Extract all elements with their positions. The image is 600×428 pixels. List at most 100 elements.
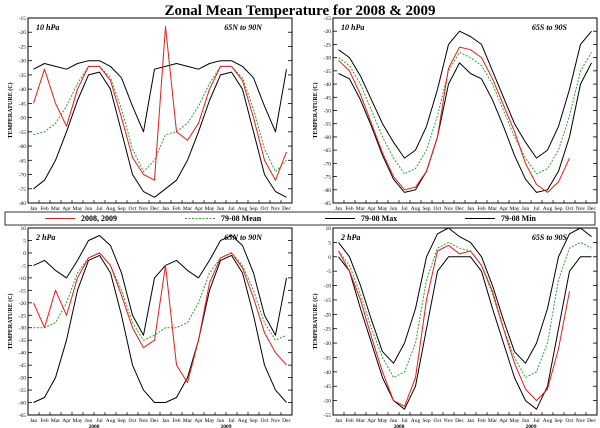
y-tick-label: 0 bbox=[23, 251, 26, 257]
y-tick-label: -75 bbox=[324, 175, 332, 181]
month-label: Jun bbox=[522, 206, 530, 212]
month-label: Jan bbox=[335, 206, 343, 212]
y-tick-label: -45 bbox=[324, 95, 332, 101]
month-label: Aug bbox=[411, 418, 421, 424]
y-tick-label: -35 bbox=[19, 338, 27, 344]
month-label: Feb bbox=[40, 206, 49, 212]
y-tick-label: 10 bbox=[326, 226, 332, 232]
month-label: Aug bbox=[543, 206, 553, 212]
y-tick-label: -50 bbox=[19, 116, 27, 122]
month-label: Dec bbox=[587, 206, 596, 212]
series-line-obs bbox=[338, 46, 570, 193]
month-label: Mar bbox=[488, 418, 497, 424]
month-label: Aug bbox=[238, 206, 248, 212]
y-tick-label: 10 bbox=[21, 226, 27, 232]
level-label: 10 hPa bbox=[36, 23, 59, 32]
y-tick-label: -85 bbox=[324, 201, 332, 207]
y-tick-label: -40 bbox=[19, 87, 27, 93]
month-label: Mar bbox=[51, 418, 60, 424]
y-tick-label: -45 bbox=[324, 384, 332, 390]
month-label: Sep bbox=[422, 418, 431, 424]
y-tick-label: -65 bbox=[324, 148, 332, 154]
month-label: Aug bbox=[411, 206, 421, 212]
month-label: Jul bbox=[228, 418, 235, 424]
month-label: Jul bbox=[228, 206, 235, 212]
series-line-mean bbox=[338, 51, 592, 175]
month-label: May bbox=[377, 206, 387, 212]
month-label: Oct bbox=[434, 206, 442, 212]
month-label: Apr bbox=[194, 418, 203, 424]
region-label: 65S to 90S bbox=[532, 233, 568, 242]
month-label: Sep bbox=[117, 418, 126, 424]
y-tick-label: -5 bbox=[21, 263, 26, 269]
month-label: Mar bbox=[183, 206, 192, 212]
month-label: Sep bbox=[249, 418, 258, 424]
y-tick-label: -60 bbox=[324, 135, 332, 141]
y-tick-label: -50 bbox=[19, 376, 27, 382]
series-line-obs bbox=[33, 252, 287, 384]
y-tick-label: -70 bbox=[324, 161, 332, 167]
plot-frame bbox=[27, 227, 293, 416]
month-label: Oct bbox=[261, 418, 269, 424]
month-label: Jul bbox=[96, 418, 103, 424]
series-line-min bbox=[33, 254, 287, 403]
y-tick-label: -40 bbox=[19, 351, 27, 357]
series-line-obs bbox=[33, 26, 287, 181]
month-label: Feb bbox=[172, 206, 181, 212]
y-tick-label: -15 bbox=[19, 288, 27, 294]
y-tick-label: -30 bbox=[324, 56, 332, 62]
month-label: Feb bbox=[172, 418, 181, 424]
month-label: Dec bbox=[455, 418, 464, 424]
month-label: Apr bbox=[499, 418, 508, 424]
month-label: Jun bbox=[390, 206, 398, 212]
legend-label-obs: 2008, 2009 bbox=[81, 214, 117, 223]
month-label: Aug bbox=[238, 418, 248, 424]
plot-frame bbox=[27, 17, 293, 204]
series-line-mean bbox=[338, 241, 592, 379]
y-tick-label: -70 bbox=[19, 173, 27, 179]
month-label: Mar bbox=[51, 206, 60, 212]
level-label: 10 hPa bbox=[341, 23, 364, 32]
year-label: 2009 bbox=[221, 424, 232, 428]
y-tick-label: -15 bbox=[324, 298, 332, 304]
y-tick-label: 5 bbox=[328, 240, 331, 246]
legend-label-mean: 79-08 Mean bbox=[221, 214, 262, 223]
month-label: Jun bbox=[522, 418, 530, 424]
month-label: Jun bbox=[217, 206, 225, 212]
y-tick-label: -20 bbox=[324, 312, 332, 318]
month-label: Sep bbox=[117, 206, 126, 212]
y-tick-label: -65 bbox=[19, 158, 27, 164]
level-label: 2 hPa bbox=[35, 233, 55, 242]
y-axis-label: TEMPERATURE (C) bbox=[312, 293, 319, 349]
y-tick-label: -5 bbox=[326, 269, 331, 275]
month-label: Nov bbox=[139, 206, 149, 212]
y-tick-label: -60 bbox=[19, 401, 27, 407]
month-label: Jul bbox=[401, 418, 408, 424]
year-label: 2008 bbox=[89, 424, 100, 428]
y-tick-label: -25 bbox=[324, 327, 332, 333]
month-label: Sep bbox=[249, 206, 258, 212]
month-label: Apr bbox=[367, 206, 376, 212]
panel-2: -65-60-55-50-45-40-35-30-25-20-15-10-505… bbox=[7, 226, 293, 428]
series-line-min bbox=[33, 71, 287, 198]
month-label: Jun bbox=[85, 418, 93, 424]
month-label: Jan bbox=[467, 418, 475, 424]
panel-0: -80 -75 -70 -65 -60 -55 -50 -45 -40 -35 -30 -25 -20 -… bbox=[7, 16, 293, 218]
y-tick-label: -55 bbox=[324, 122, 332, 128]
month-label: Oct bbox=[129, 418, 137, 424]
plot-frame bbox=[332, 17, 598, 204]
month-label: Jan bbox=[162, 418, 170, 424]
month-label: Jan bbox=[30, 418, 38, 424]
month-label: Aug bbox=[543, 418, 553, 424]
y-tick-label: -45 bbox=[19, 101, 27, 107]
y-tick-label: -30 bbox=[19, 59, 27, 65]
y-tick-label: -40 bbox=[324, 82, 332, 88]
month-label: Apr bbox=[194, 206, 203, 212]
panel-1: -85 -80 -75 -70 -65 -60 -55 -50 -45 -40 -35 -30 -25 -… bbox=[312, 16, 598, 218]
month-label: Feb bbox=[477, 206, 486, 212]
month-label: Oct bbox=[566, 418, 574, 424]
y-tick-label: -55 bbox=[19, 388, 27, 394]
month-label: Dec bbox=[455, 206, 464, 212]
month-label: Nov bbox=[444, 418, 454, 424]
